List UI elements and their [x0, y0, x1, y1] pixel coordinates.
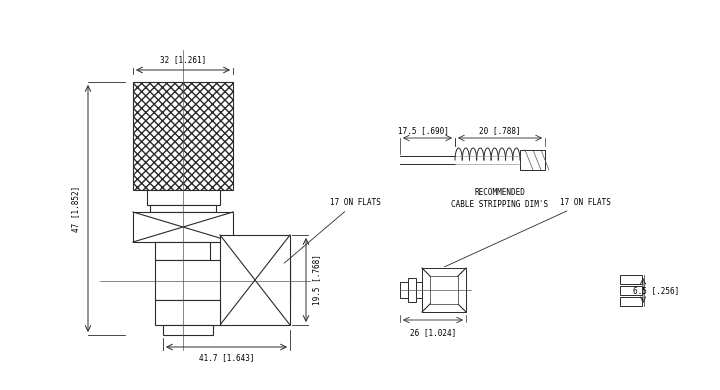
Bar: [408, 278, 416, 302]
Text: 41.7 [1.643]: 41.7 [1.643]: [199, 353, 254, 362]
Bar: [416, 282, 422, 298]
Bar: [620, 286, 642, 295]
Bar: [150, 205, 216, 212]
Text: RECOMMENDED
CABLE STRIPPING DIM'S: RECOMMENDED CABLE STRIPPING DIM'S: [451, 188, 549, 209]
Bar: [520, 150, 545, 170]
Text: 26 [1.024]: 26 [1.024]: [410, 328, 456, 337]
Bar: [430, 276, 458, 304]
Bar: [133, 212, 233, 242]
Text: 19.5 [.768]: 19.5 [.768]: [312, 255, 321, 305]
Text: 17.5 [.690]: 17.5 [.690]: [398, 126, 449, 135]
Text: 47 [1.852]: 47 [1.852]: [71, 185, 81, 232]
Bar: [620, 275, 642, 284]
Bar: [155, 242, 210, 260]
Text: 17 ON FLATS: 17 ON FLATS: [444, 198, 611, 267]
Bar: [220, 235, 290, 325]
Text: 20 [.788]: 20 [.788]: [480, 126, 521, 135]
Bar: [155, 300, 220, 325]
Text: 6.5 [.256]: 6.5 [.256]: [633, 286, 679, 295]
Bar: [620, 297, 642, 306]
Bar: [147, 190, 220, 205]
Text: 17 ON FLATS: 17 ON FLATS: [284, 198, 381, 263]
Bar: [163, 325, 213, 335]
Bar: [133, 82, 233, 190]
Bar: [422, 268, 466, 312]
Text: 32 [1.261]: 32 [1.261]: [160, 55, 206, 64]
Bar: [155, 260, 290, 300]
Bar: [400, 282, 408, 298]
